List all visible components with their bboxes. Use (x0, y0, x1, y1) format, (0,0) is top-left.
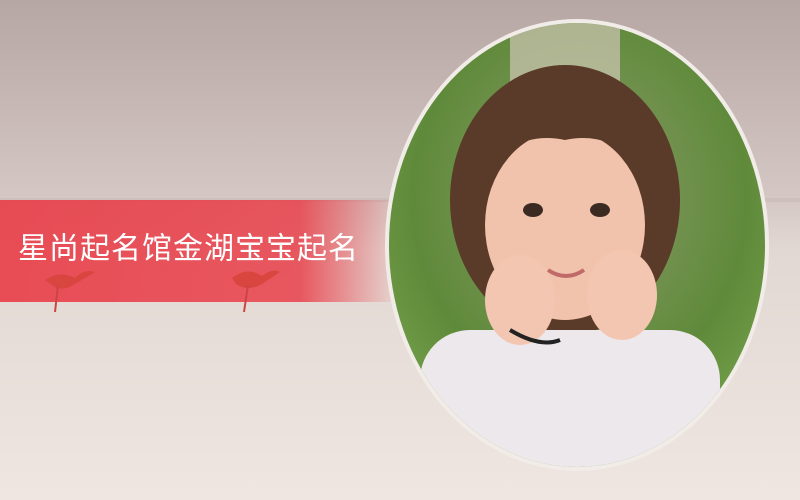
child-photo (389, 23, 765, 467)
title: 星尚起名馆金湖宝宝起名 (18, 232, 359, 267)
flamingos (45, 270, 280, 313)
